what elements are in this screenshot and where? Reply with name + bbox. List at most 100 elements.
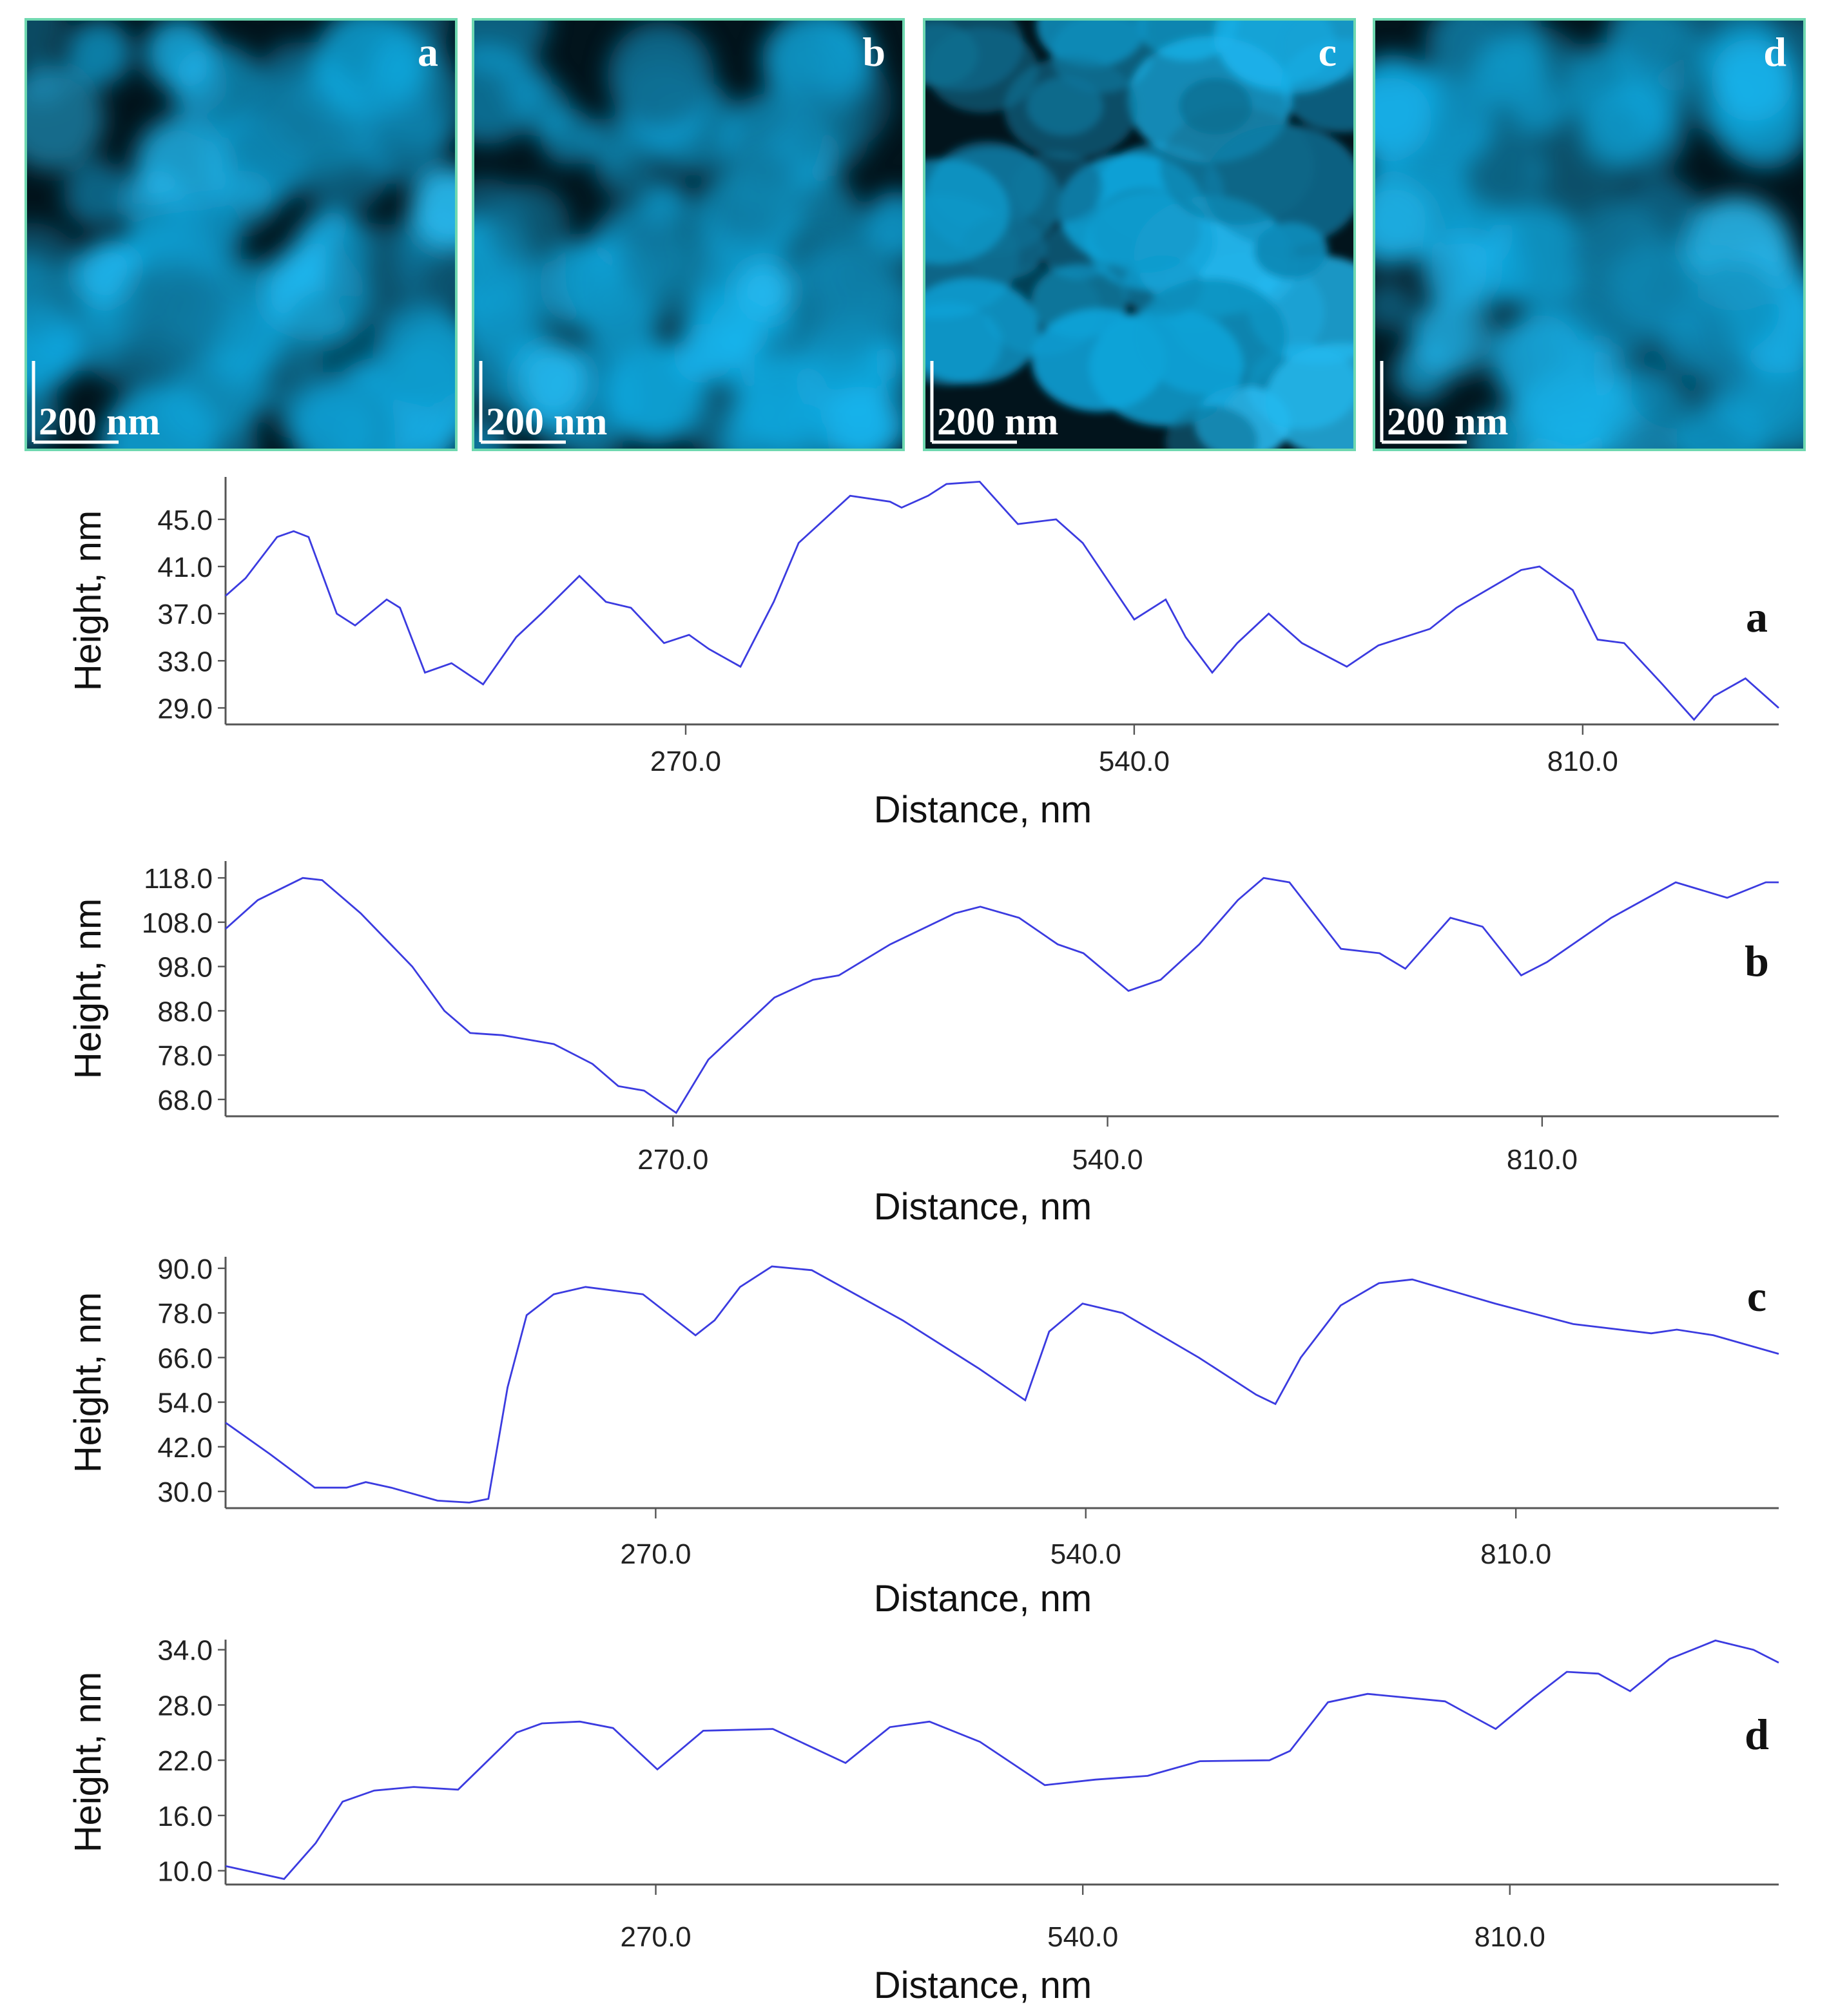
grain bbox=[710, 301, 769, 360]
y-tick-label: 30.0 bbox=[157, 1477, 213, 1508]
grain bbox=[1085, 191, 1215, 291]
grain bbox=[1374, 280, 1415, 331]
y-tick-label: 66.0 bbox=[157, 1342, 213, 1374]
image-border bbox=[24, 18, 458, 451]
afm-image bbox=[473, 19, 904, 450]
grain bbox=[1036, 19, 1148, 68]
grain bbox=[819, 386, 900, 450]
x-tick-label: 540.0 bbox=[1050, 1538, 1121, 1570]
grain bbox=[246, 72, 334, 160]
image-label: d bbox=[1763, 29, 1786, 75]
grain bbox=[1265, 343, 1355, 450]
grain bbox=[1690, 260, 1782, 351]
grain bbox=[473, 354, 513, 409]
grain bbox=[583, 280, 660, 358]
y-axis-label: Height, nm bbox=[67, 510, 109, 691]
grain bbox=[1393, 344, 1450, 402]
image-label: c bbox=[1319, 29, 1337, 75]
grain bbox=[1374, 77, 1432, 160]
profile-line bbox=[225, 480, 1779, 721]
grain bbox=[1579, 99, 1649, 169]
afm-image bbox=[1374, 19, 1804, 450]
y-tick-label: 16.0 bbox=[157, 1801, 213, 1832]
grain bbox=[283, 290, 373, 380]
grain bbox=[26, 222, 88, 338]
scale-bar-label: 200 nm bbox=[39, 400, 160, 443]
grain bbox=[1440, 120, 1546, 225]
x-axis-label: Distance, nm bbox=[874, 789, 1092, 831]
x-tick-label: 540.0 bbox=[1072, 1144, 1143, 1176]
scale-bar-label: 200 nm bbox=[486, 400, 607, 443]
grain bbox=[924, 23, 979, 87]
grain bbox=[706, 148, 798, 240]
grain bbox=[290, 387, 377, 450]
y-tick-label: 98.0 bbox=[157, 952, 213, 984]
profile-line bbox=[225, 1639, 1779, 1880]
grain bbox=[26, 19, 66, 61]
grain bbox=[1374, 180, 1434, 260]
grain bbox=[160, 192, 242, 275]
grain bbox=[574, 423, 623, 450]
y-tick-label: 78.0 bbox=[157, 1040, 213, 1072]
grain bbox=[116, 258, 226, 369]
grain bbox=[1490, 310, 1594, 414]
image-label: a bbox=[418, 29, 438, 75]
grain bbox=[795, 175, 856, 238]
texture bbox=[924, 19, 1355, 450]
grain bbox=[800, 103, 869, 172]
grain bbox=[101, 384, 219, 450]
texture bbox=[1374, 19, 1804, 450]
profile-line bbox=[225, 1265, 1779, 1504]
x-axis-label: Distance, nm bbox=[874, 1964, 1092, 2006]
y-tick-label: 28.0 bbox=[157, 1690, 213, 1721]
y-tick-label: 42.0 bbox=[157, 1432, 213, 1464]
grain bbox=[135, 120, 231, 215]
grain bbox=[1711, 39, 1794, 121]
grain bbox=[1627, 334, 1722, 429]
y-axis-label: Height, nm bbox=[67, 898, 109, 1079]
image-label: b bbox=[862, 29, 885, 75]
image-border bbox=[923, 18, 1356, 451]
y-tick-label: 118.0 bbox=[144, 863, 213, 895]
grain bbox=[501, 61, 552, 111]
y-tick-label: 10.0 bbox=[157, 1856, 213, 1888]
panel-label: c bbox=[1747, 1272, 1766, 1321]
y-tick-label: 90.0 bbox=[157, 1254, 213, 1285]
grain bbox=[735, 354, 831, 450]
grain bbox=[583, 118, 636, 170]
y-tick-label: 68.0 bbox=[157, 1085, 213, 1116]
grain bbox=[66, 19, 133, 86]
image-border bbox=[472, 18, 905, 451]
x-axis-label: Distance, nm bbox=[874, 1578, 1092, 1620]
y-tick-label: 88.0 bbox=[157, 996, 213, 1027]
y-tick-label: 22.0 bbox=[157, 1745, 213, 1777]
grain bbox=[487, 184, 570, 267]
grain bbox=[354, 88, 450, 184]
grain bbox=[1088, 307, 1244, 427]
grain bbox=[1165, 405, 1259, 450]
y-tick-label: 33.0 bbox=[157, 646, 213, 677]
grain bbox=[1214, 19, 1355, 94]
grain bbox=[1004, 57, 1138, 160]
grain bbox=[394, 19, 450, 48]
profile-line bbox=[225, 877, 1779, 1114]
y-axis-label: Height, nm bbox=[67, 1292, 109, 1473]
scale-bar-label: 200 nm bbox=[1387, 400, 1508, 443]
grain bbox=[1512, 83, 1566, 138]
x-tick-label: 270.0 bbox=[637, 1144, 708, 1176]
image-border bbox=[1373, 18, 1806, 451]
grain bbox=[1159, 106, 1314, 226]
y-tick-label: 45.0 bbox=[157, 505, 213, 536]
panel-label: d bbox=[1745, 1710, 1769, 1759]
x-tick-label: 270.0 bbox=[620, 1538, 691, 1570]
grain bbox=[63, 160, 131, 228]
texture bbox=[26, 19, 456, 450]
grain bbox=[144, 19, 216, 90]
grain bbox=[607, 22, 714, 129]
grain bbox=[410, 167, 456, 249]
grain bbox=[762, 23, 829, 91]
grain bbox=[540, 108, 597, 165]
grain bbox=[26, 66, 105, 171]
